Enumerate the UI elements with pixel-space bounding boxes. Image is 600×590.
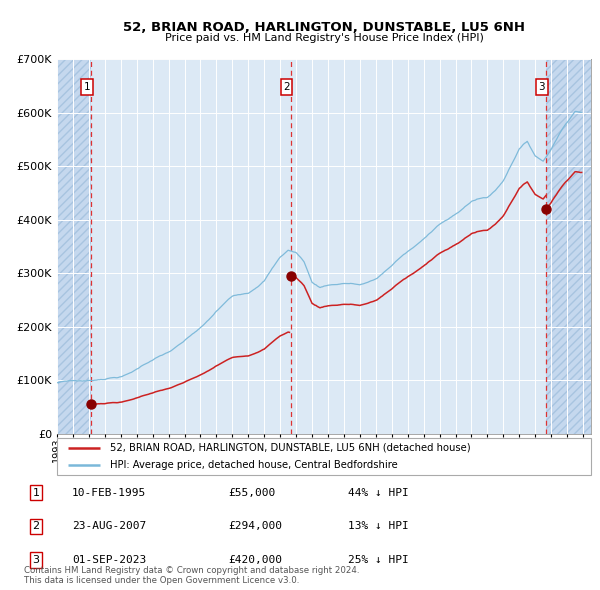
Text: 1: 1: [32, 488, 40, 497]
Text: 01-SEP-2023: 01-SEP-2023: [72, 555, 146, 565]
Text: 44% ↓ HPI: 44% ↓ HPI: [348, 488, 409, 497]
Text: 13% ↓ HPI: 13% ↓ HPI: [348, 522, 409, 531]
Text: 2: 2: [283, 82, 290, 92]
Text: 52, BRIAN ROAD, HARLINGTON, DUNSTABLE, LU5 6NH: 52, BRIAN ROAD, HARLINGTON, DUNSTABLE, L…: [123, 21, 525, 34]
Text: 2: 2: [32, 522, 40, 531]
Text: 10-FEB-1995: 10-FEB-1995: [72, 488, 146, 497]
Text: 25% ↓ HPI: 25% ↓ HPI: [348, 555, 409, 565]
Text: 3: 3: [539, 82, 545, 92]
Text: £420,000: £420,000: [228, 555, 282, 565]
Text: £294,000: £294,000: [228, 522, 282, 531]
Text: 1: 1: [83, 82, 90, 92]
Text: £55,000: £55,000: [228, 488, 275, 497]
Text: HPI: Average price, detached house, Central Bedfordshire: HPI: Average price, detached house, Cent…: [110, 460, 398, 470]
Text: 23-AUG-2007: 23-AUG-2007: [72, 522, 146, 531]
FancyBboxPatch shape: [57, 438, 591, 475]
Text: 52, BRIAN ROAD, HARLINGTON, DUNSTABLE, LU5 6NH (detached house): 52, BRIAN ROAD, HARLINGTON, DUNSTABLE, L…: [110, 443, 471, 453]
Text: Contains HM Land Registry data © Crown copyright and database right 2024.
This d: Contains HM Land Registry data © Crown c…: [24, 566, 359, 585]
Bar: [57, 59, 91, 434]
Text: Price paid vs. HM Land Registry's House Price Index (HPI): Price paid vs. HM Land Registry's House …: [164, 33, 484, 43]
Text: 3: 3: [32, 555, 40, 565]
Bar: [546, 59, 591, 434]
